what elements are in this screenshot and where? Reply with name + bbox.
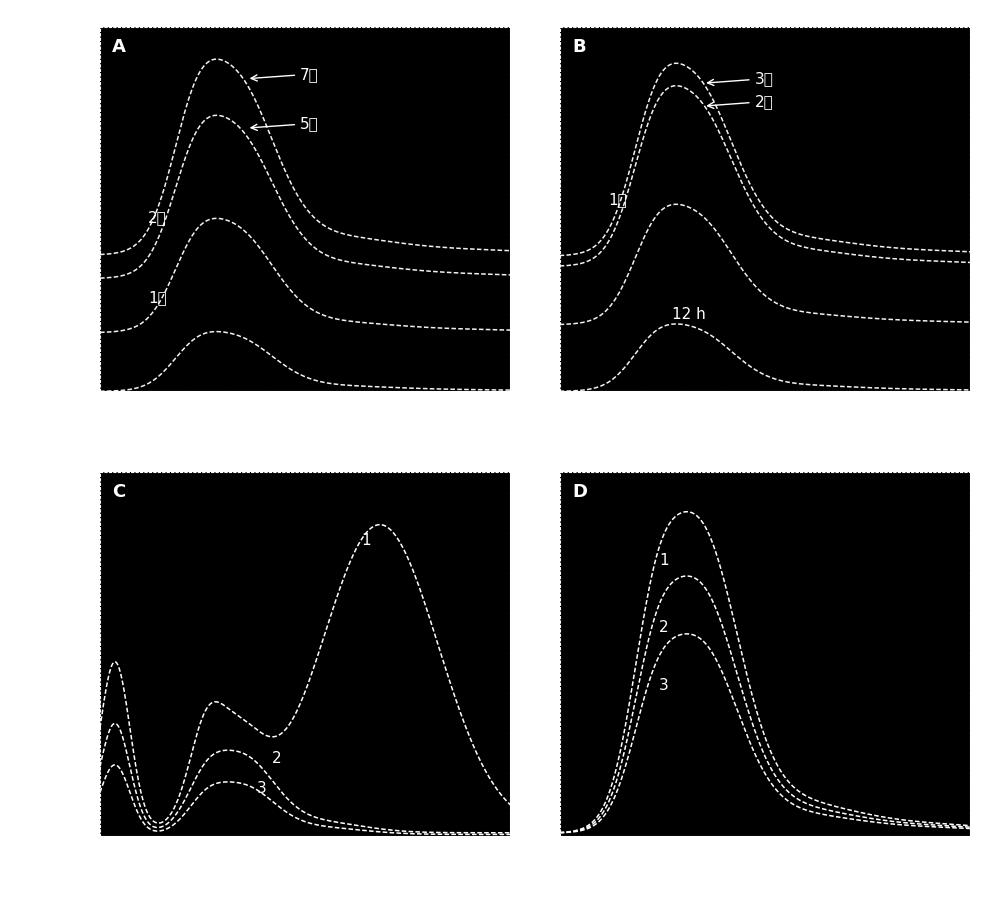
X-axis label: 波长（nm）: 波长（nm） (275, 866, 336, 880)
X-axis label: 波长（nm）: 波长（nm） (734, 866, 795, 880)
Text: 12 h: 12 h (672, 307, 706, 322)
Text: D: D (572, 483, 587, 501)
Text: C: C (112, 483, 126, 501)
Y-axis label: 吸光率（任意单位）: 吸光率（任意单位） (77, 613, 92, 695)
Text: 1天: 1天 (608, 192, 627, 207)
Text: 2: 2 (659, 620, 669, 635)
Text: 1: 1 (659, 553, 669, 568)
Text: 2: 2 (272, 752, 281, 766)
Text: 2天: 2天 (708, 94, 773, 109)
Text: A: A (112, 38, 126, 56)
Y-axis label: 吸光率（任意单位）: 吸光率（任意单位） (77, 168, 92, 250)
Y-axis label: 吸光率（任意单位）: 吸光率（任意单位） (537, 613, 552, 695)
Text: 5天: 5天 (251, 116, 319, 131)
X-axis label: 波长（nm）: 波长（nm） (275, 421, 336, 436)
Text: 1天: 1天 (148, 290, 167, 305)
Text: 3: 3 (659, 678, 669, 693)
Text: 1: 1 (361, 532, 371, 547)
Text: 7天: 7天 (251, 67, 319, 82)
Text: 3天: 3天 (708, 71, 773, 86)
X-axis label: 波长（nm）: 波长（nm） (734, 421, 795, 436)
Text: B: B (572, 38, 586, 56)
Text: 2天: 2天 (148, 210, 167, 225)
Text: 3: 3 (257, 781, 266, 796)
Y-axis label: 吸光率（任意单位）: 吸光率（任意单位） (537, 168, 552, 250)
